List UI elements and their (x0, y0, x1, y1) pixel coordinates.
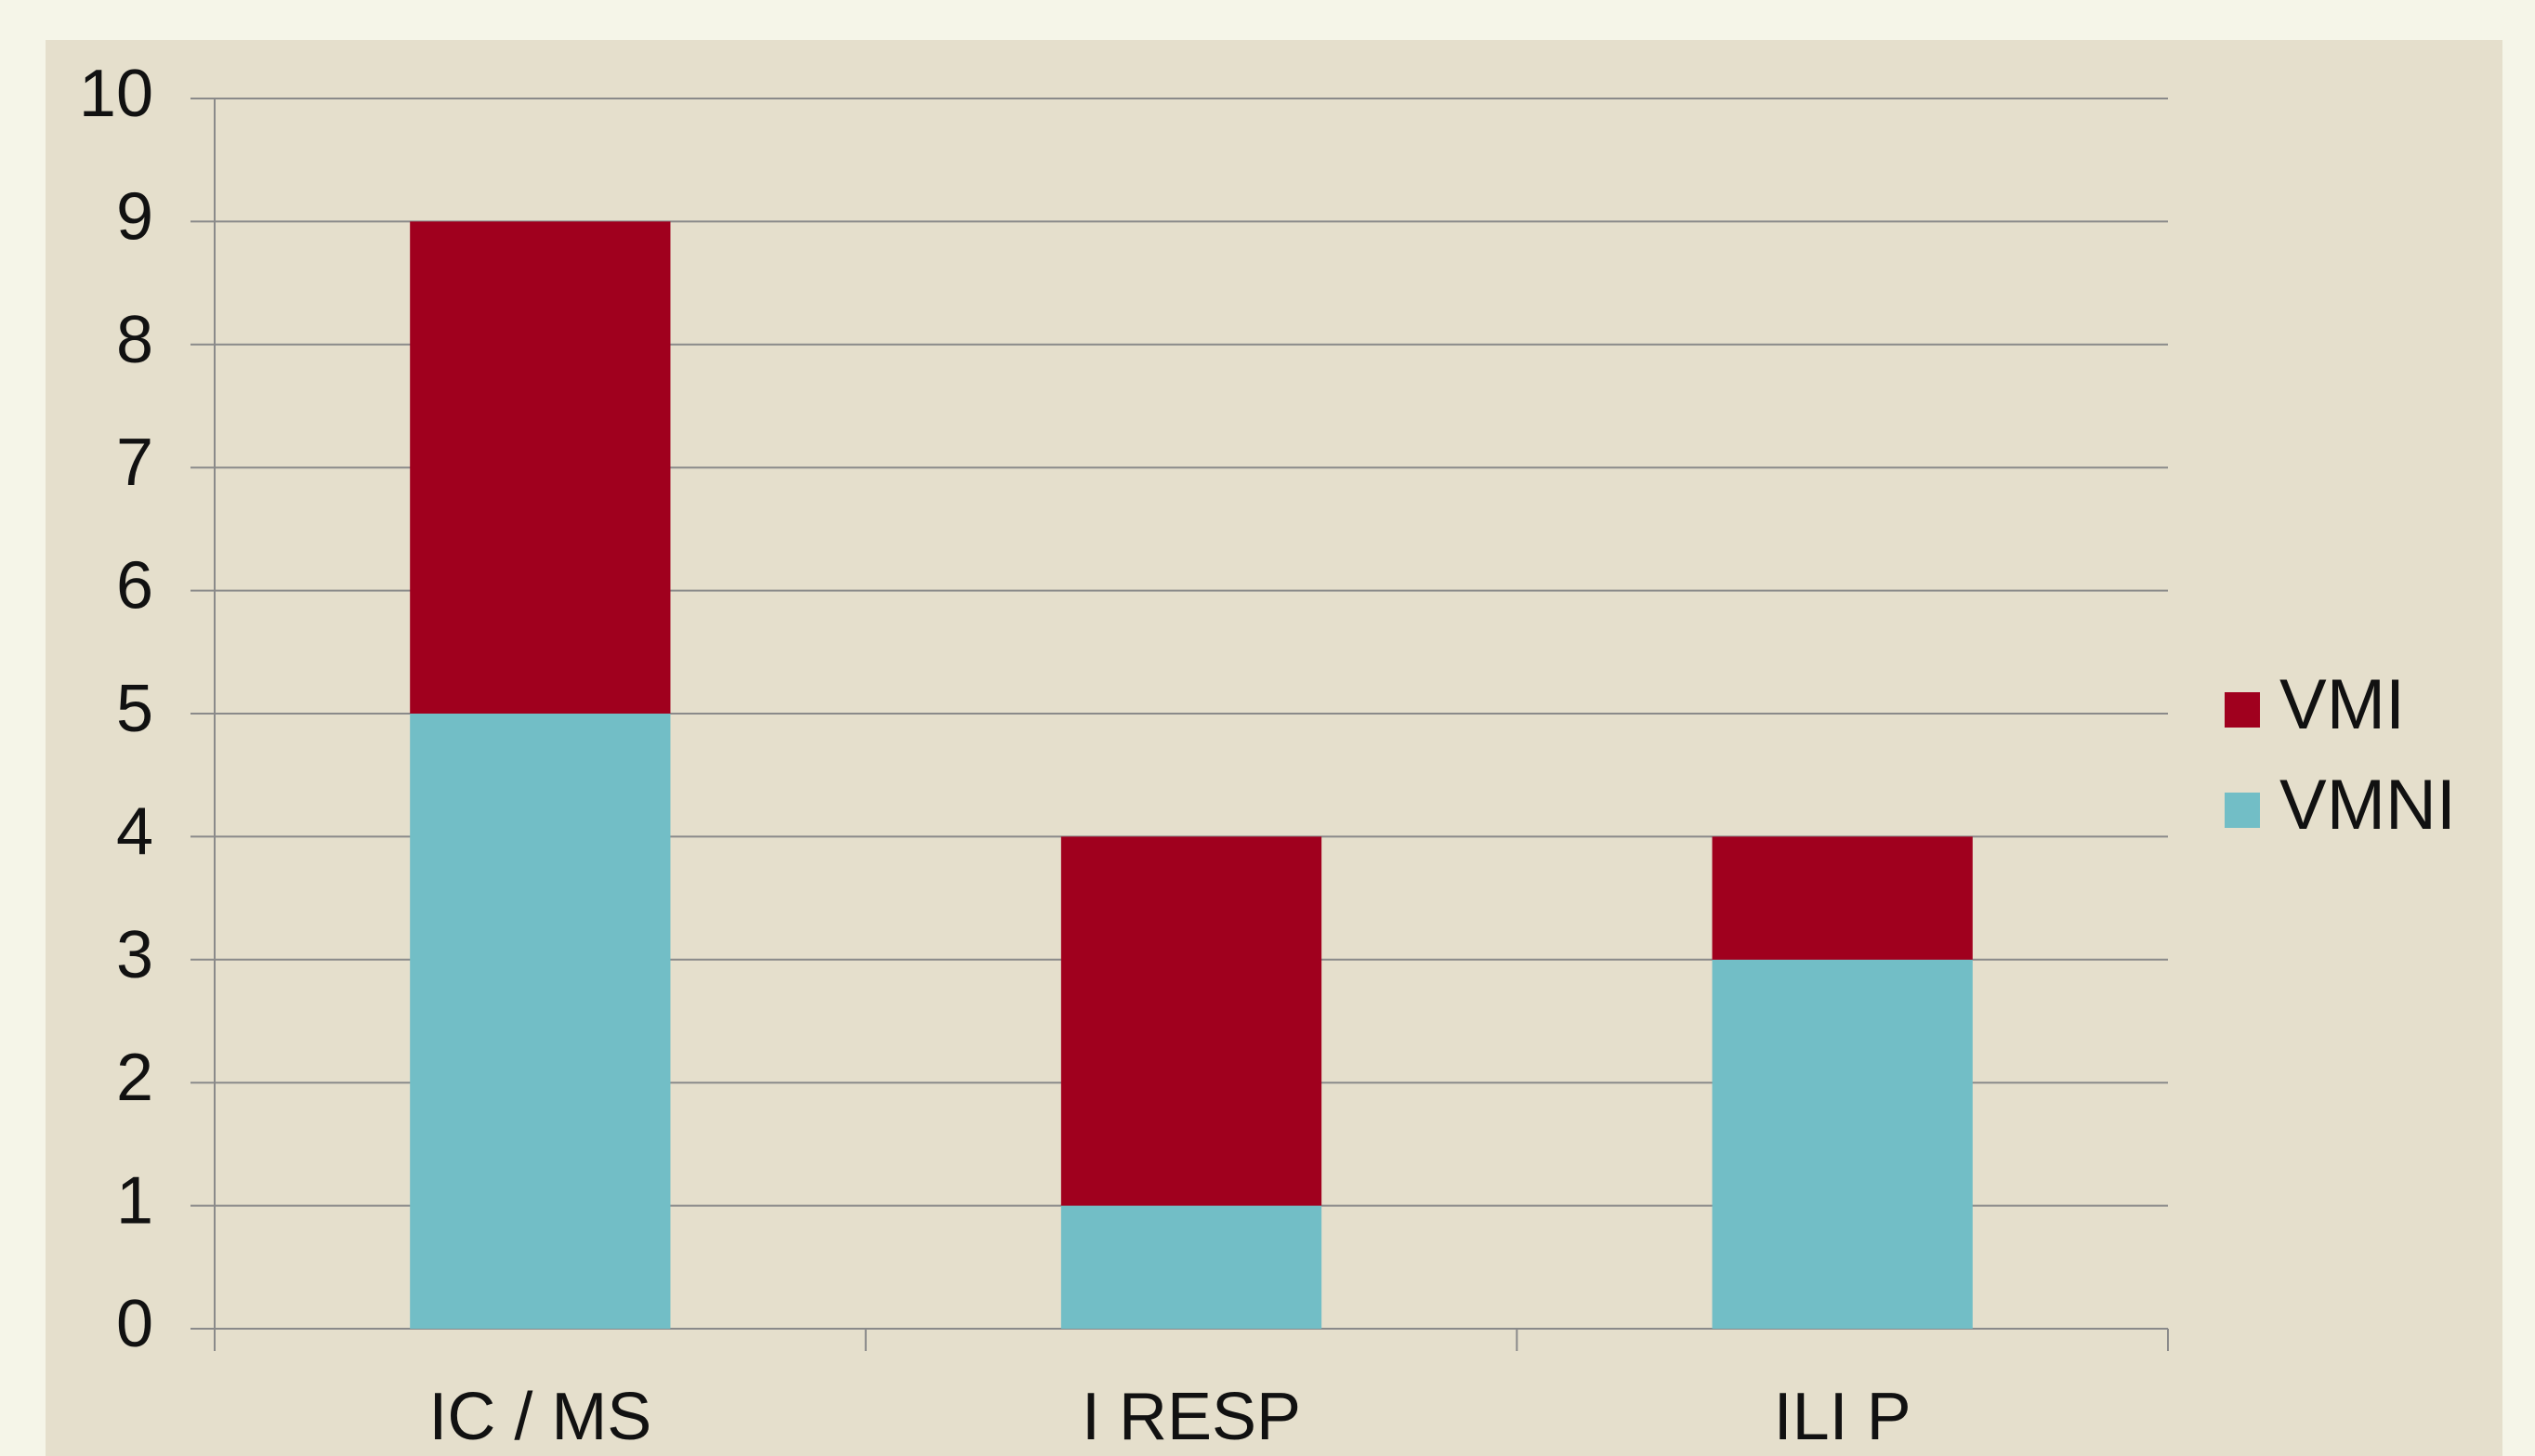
y-tick-label: 4 (116, 794, 153, 869)
bar-segment (1060, 836, 1322, 1206)
x-tick-label: I RESP (1082, 1380, 1301, 1454)
bar-segment (1712, 959, 1973, 1329)
y-tick-label: 3 (116, 918, 153, 992)
bar-segment (1060, 1205, 1322, 1329)
y-tick-label: 10 (79, 57, 153, 131)
x-tick-label: ILI P (1774, 1380, 1911, 1454)
x-tick-label: IC / MS (428, 1380, 651, 1454)
legend-label: VMNI (2279, 766, 2456, 845)
y-tick-label: 0 (116, 1287, 153, 1361)
bar-segment (410, 221, 671, 714)
y-tick-label: 7 (116, 426, 153, 500)
y-tick-label: 8 (116, 303, 153, 377)
legend-swatch (2225, 692, 2260, 728)
bar-segment (1712, 836, 1973, 960)
bar-segment (410, 714, 671, 1329)
y-tick-label: 2 (116, 1041, 153, 1115)
legend-swatch (2225, 793, 2260, 828)
y-tick-label: 1 (116, 1164, 153, 1239)
legend-label: VMI (2279, 665, 2405, 744)
y-tick-label: 9 (116, 179, 153, 254)
y-tick-label: 5 (116, 672, 153, 746)
y-tick-label: 6 (116, 549, 153, 623)
